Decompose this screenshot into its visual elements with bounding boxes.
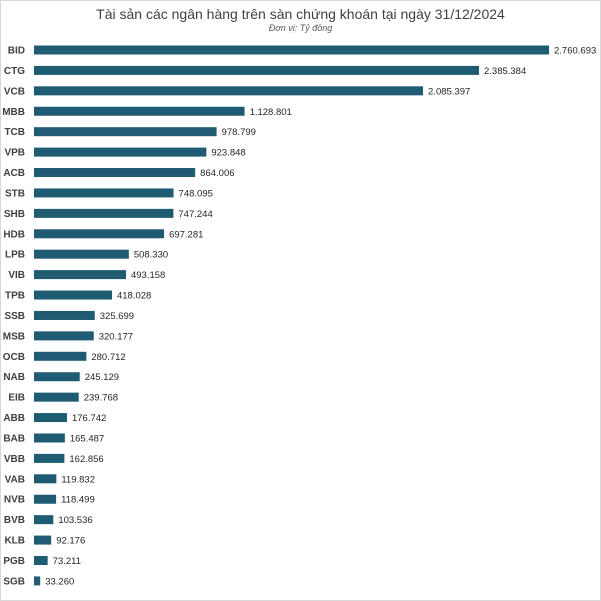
bar <box>34 188 174 198</box>
value-label: 923.848 <box>211 148 245 159</box>
bar <box>34 535 52 545</box>
category-label: TCB <box>4 127 25 138</box>
value-label: 320.177 <box>99 331 133 342</box>
category-label: VAB <box>5 474 25 485</box>
bar <box>34 433 65 443</box>
category-label: STB <box>5 188 25 199</box>
category-label: VIB <box>8 270 25 281</box>
value-label: 103.536 <box>58 515 92 526</box>
category-label: MSB <box>3 331 25 342</box>
bar <box>34 413 67 423</box>
value-label: 280.712 <box>91 352 125 363</box>
value-label: 325.699 <box>100 311 134 322</box>
value-label: 73.211 <box>53 556 81 567</box>
category-label: SHB <box>4 209 25 220</box>
value-label: 978.799 <box>222 127 256 138</box>
bar <box>34 106 245 116</box>
bar <box>34 351 87 361</box>
value-label: 2.085.397 <box>428 86 470 97</box>
bar <box>34 86 424 96</box>
bar <box>34 208 174 218</box>
bar <box>34 290 112 300</box>
category-label: MBB <box>2 107 25 118</box>
category-label: TPB <box>5 291 25 302</box>
value-label: 418.028 <box>117 291 151 302</box>
category-label: VCB <box>4 86 25 97</box>
bar <box>34 65 479 75</box>
category-label: PGB <box>3 556 25 567</box>
value-label: 33.260 <box>45 576 74 587</box>
bars-group: BID 2.760.693 CTG 2.385.384 VCB 2.085.397 MBB 1… <box>2 45 596 587</box>
value-label: 239.768 <box>84 393 118 404</box>
bar <box>34 556 48 565</box>
value-label: 2.760.693 <box>554 46 596 57</box>
value-label: 176.742 <box>72 413 106 424</box>
bar <box>34 372 80 382</box>
bar <box>34 45 549 55</box>
value-label: 2.385.384 <box>484 66 526 77</box>
bar <box>34 331 94 341</box>
value-label: 864.006 <box>200 168 234 179</box>
category-label: BAB <box>3 433 25 444</box>
value-label: 245.129 <box>85 372 119 383</box>
bar <box>34 168 196 178</box>
category-label: VBB <box>4 454 25 465</box>
value-label: 165.487 <box>70 433 104 444</box>
bar <box>34 515 54 525</box>
category-label: ACB <box>3 168 25 179</box>
category-label: OCB <box>3 352 25 363</box>
chart-subtitle: Đơn vị: Tỷ đồng <box>268 23 333 33</box>
category-label: SGB <box>3 576 25 587</box>
value-label: 92.176 <box>56 536 85 547</box>
category-label: NVB <box>4 495 25 506</box>
value-label: 162.856 <box>69 454 103 465</box>
value-label: 748.095 <box>179 188 213 199</box>
bar <box>34 270 126 280</box>
category-label: KLB <box>4 536 25 547</box>
value-label: 1.128.801 <box>250 107 292 118</box>
bar <box>34 147 207 157</box>
bar <box>34 229 165 239</box>
value-label: 118.499 <box>61 495 95 506</box>
category-label: SSB <box>4 311 25 322</box>
bar <box>34 127 217 137</box>
category-label: BVB <box>4 515 25 526</box>
value-label: 493.158 <box>131 270 165 281</box>
category-label: ABB <box>3 413 25 424</box>
value-label: 747.244 <box>178 209 212 220</box>
bar <box>34 474 57 484</box>
bar <box>34 310 95 320</box>
category-label: EIB <box>8 393 25 404</box>
bar <box>34 453 65 463</box>
category-label: LPB <box>5 250 25 261</box>
bar <box>34 494 57 504</box>
category-label: HDB <box>3 229 25 240</box>
chart-title: Tài sản các ngân hàng trên sàn chứng kho… <box>96 6 505 22</box>
category-label: NAB <box>3 372 25 383</box>
bar <box>34 392 79 402</box>
category-label: VPB <box>4 148 25 159</box>
bar <box>34 576 41 586</box>
value-label: 697.281 <box>169 229 203 240</box>
value-label: 119.832 <box>61 474 95 485</box>
value-label: 508.330 <box>134 250 168 261</box>
bar <box>34 249 129 259</box>
category-label: BID <box>8 46 25 57</box>
category-label: CTG <box>4 66 25 77</box>
